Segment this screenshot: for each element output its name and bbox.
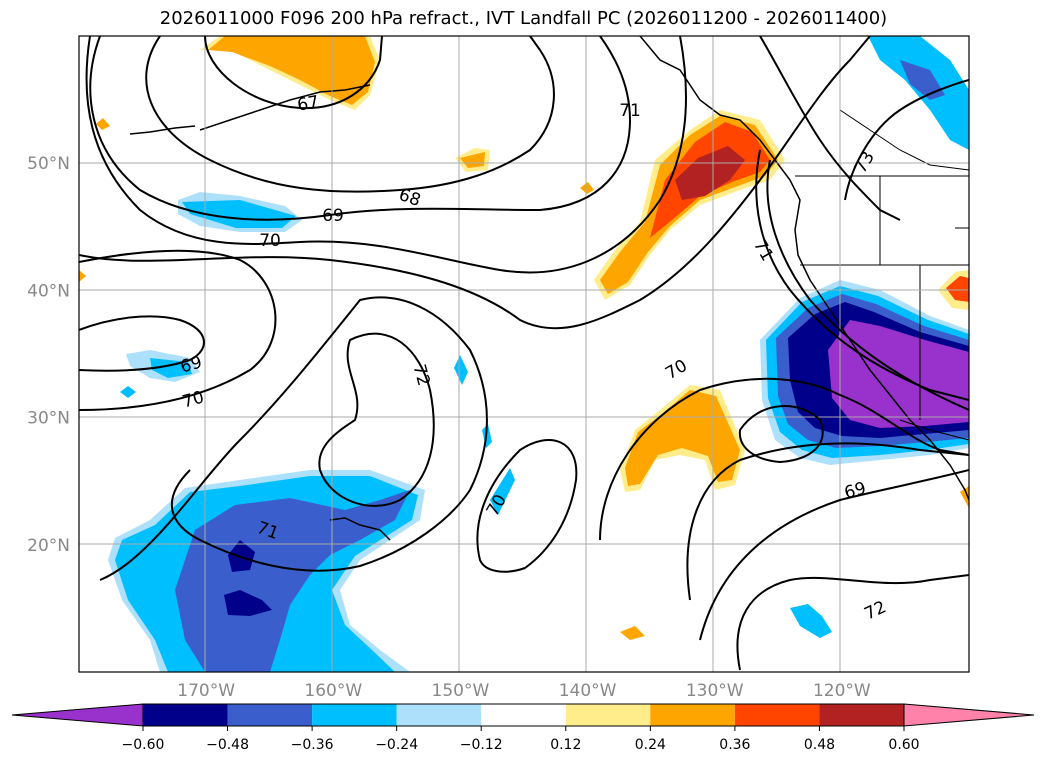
colorbar-segment [819, 704, 904, 726]
chart-title: 2026011000 F096 200 hPa refract., IVT La… [159, 8, 888, 29]
contour-label: 67 [296, 92, 321, 115]
colorbar-segment [227, 704, 313, 726]
fill-pos-024-j [960, 486, 969, 508]
colorbar-tick-label: 0.24 [635, 737, 666, 753]
map-frame [78, 35, 970, 673]
colorbar-segment [481, 704, 566, 726]
fill-neg-060-b [224, 590, 272, 616]
axis-ticks: 170°W 160°W 150°W 140°W 130°W 120°W 50°N 40°N 30… [27, 154, 871, 701]
lat-tick-label: 20°N [27, 536, 70, 556]
lon-tick-label: 140°W [559, 681, 617, 701]
contour-70-ne [766, 159, 969, 411]
fill-neg-036-b [182, 200, 296, 228]
contour-69-east [738, 405, 824, 464]
contour-70-north [85, 36, 687, 274]
contour-71-sw [99, 296, 488, 581]
colorbar-segment [312, 704, 397, 726]
colorbar-tick-label: 0.48 [804, 737, 835, 753]
fill-neg-036-j [490, 468, 515, 515]
colorbar: −0.60 −0.48 −0.36 −0.24 −0.12 0.12 0.24 0.36 0.4… [11, 703, 1035, 753]
colorbar-tick-label: −0.12 [460, 737, 503, 753]
colorbar-segment [143, 704, 228, 726]
contour-72-se [736, 574, 969, 671]
contour-72-sw [318, 332, 435, 507]
contours [79, 36, 969, 671]
contour-70-mid [476, 439, 578, 573]
contour-69-north [89, 36, 632, 221]
fill-pos-048-c [675, 146, 745, 200]
fill-pos-024-b2 [460, 152, 485, 168]
contour-71-mid [599, 377, 969, 541]
lon-tick-label: 150°W [432, 681, 490, 701]
fill-neg-036-d [120, 386, 136, 398]
colorbar-tick-label: 0.36 [719, 737, 750, 753]
colorbar-tick-label: −0.48 [206, 737, 249, 753]
fill-pos-036-e [946, 276, 969, 302]
fill-pos-036-d [625, 390, 740, 486]
lat-tick-label: 40°N [27, 281, 70, 301]
colorbar-extend-max [903, 703, 1035, 727]
contour-label: 69 [322, 206, 344, 226]
fill-neg-048-g [900, 60, 945, 100]
fill-neg-048 [175, 490, 410, 672]
lat-tick-label: 30°N [27, 409, 70, 429]
fill-pos-024-i [79, 270, 86, 282]
colorbar-segment [734, 704, 820, 726]
political-borders [795, 109, 969, 441]
colorbar-segment [650, 704, 735, 726]
colorbar-segment [565, 704, 651, 726]
colorbar-tick-label: −0.60 [122, 737, 165, 753]
colorbar-segment [396, 704, 482, 726]
contour-72-north [759, 36, 901, 221]
lat-tick-label: 50°N [27, 154, 70, 174]
contour-67 [204, 36, 383, 110]
colorbar-tick-label: 0.60 [888, 737, 919, 753]
contour-71-se [699, 469, 969, 641]
lon-tick-label: 130°W [686, 681, 744, 701]
gridlines [79, 36, 969, 672]
fill-pos-024-a [208, 36, 375, 105]
contour-label: 71 [619, 101, 641, 121]
contour-69-west [79, 315, 205, 372]
lon-tick-label: 120°W [813, 681, 871, 701]
contour-73 [844, 79, 969, 201]
colorbar-tick-label: −0.24 [375, 737, 418, 753]
shaded-field [79, 36, 969, 672]
fill-neg-036-f [790, 604, 832, 638]
contour-71-north [79, 36, 871, 330]
contour-70-east [686, 442, 969, 601]
fill-neg-036-g [868, 36, 969, 150]
colorbar-tick-label: −0.36 [291, 737, 334, 753]
colorbar-tick-label: 0.12 [550, 737, 581, 753]
fill-pos-024-h [96, 118, 110, 130]
contour-label: 70 [259, 231, 281, 251]
fill-neg-036-h [454, 355, 468, 385]
contour-70-west [79, 249, 277, 411]
fill-pos-024-f [620, 626, 645, 640]
contour-71-ne [755, 149, 969, 401]
lon-tick-label: 170°W [177, 681, 235, 701]
contour-68 [145, 36, 555, 193]
fill-neg-060-a [228, 540, 255, 572]
fill-pos-024-g [580, 182, 594, 194]
coastlines [129, 36, 969, 541]
colorbar-extend-min [11, 703, 144, 727]
lon-tick-label: 160°W [304, 681, 362, 701]
